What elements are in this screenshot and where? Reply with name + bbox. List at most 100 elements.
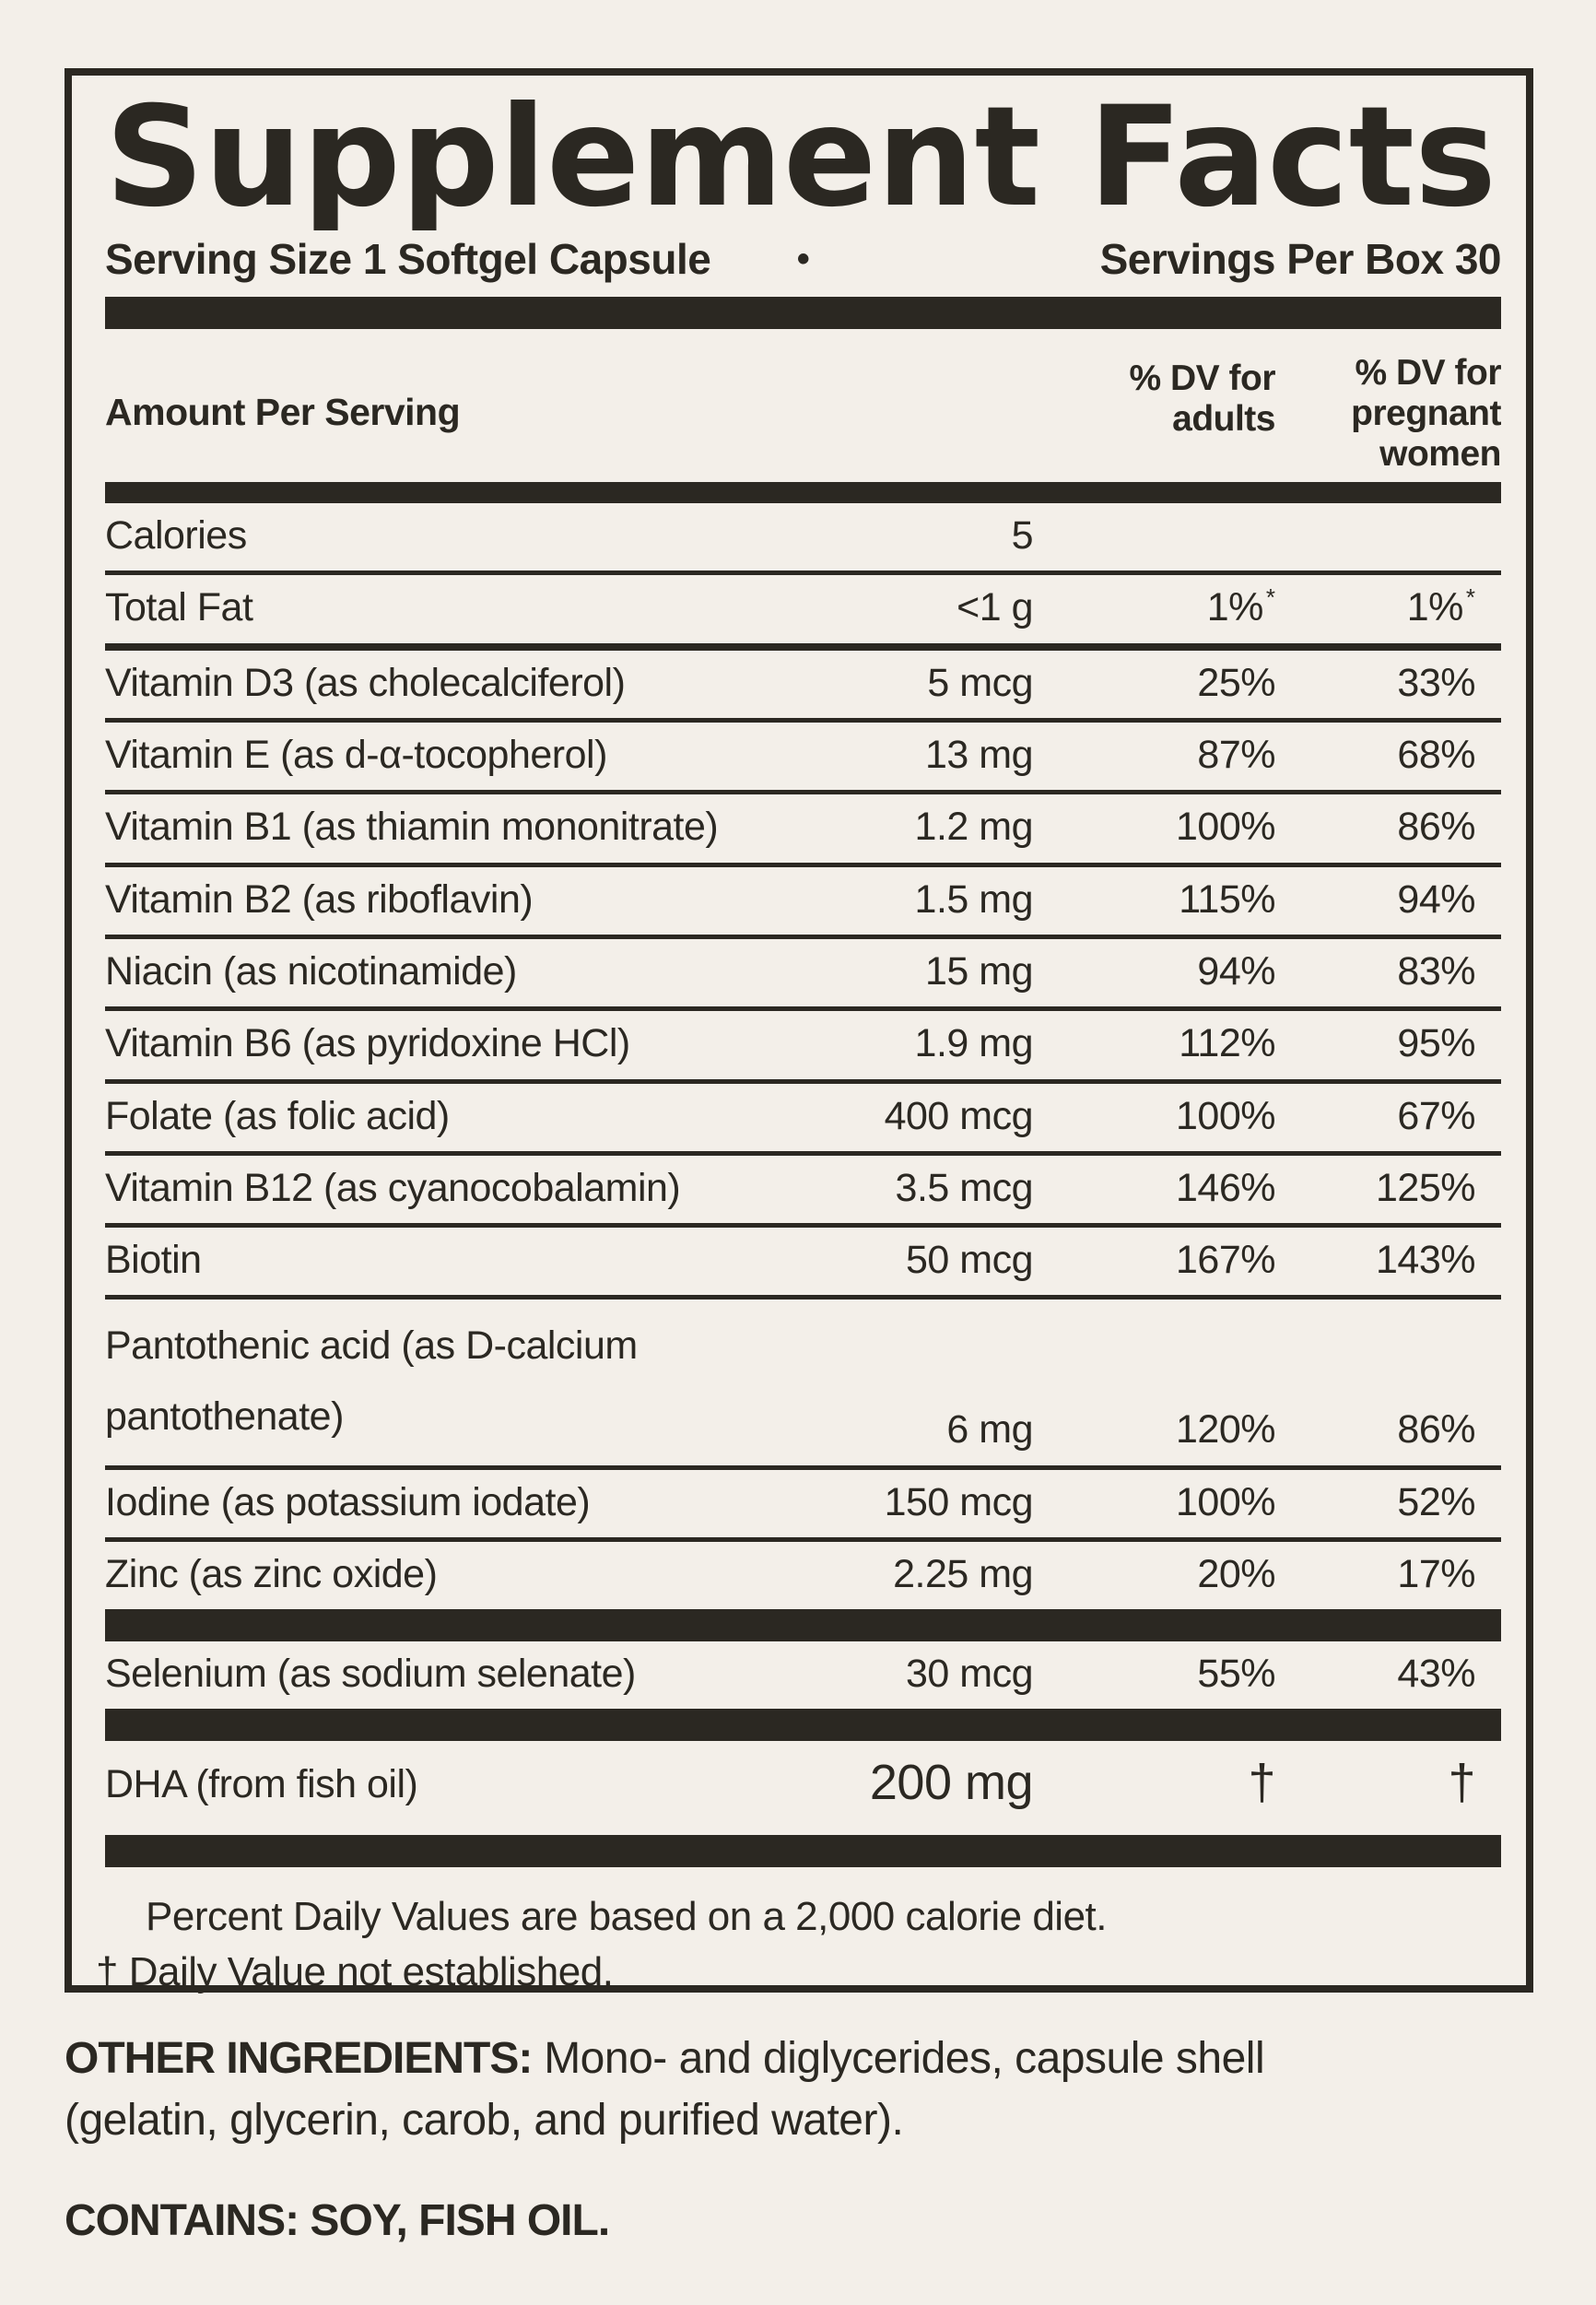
nutrient-amount: 6 mg <box>946 1407 1033 1452</box>
dv-adults-value: 87% <box>1197 733 1275 778</box>
dv-pregnant-value: 1% * <box>1406 583 1475 630</box>
nutrient-amount: 5 <box>1011 513 1034 559</box>
supplement-facts-title: Supplement Facts <box>105 90 1496 230</box>
bullet-separator: • <box>796 238 810 279</box>
thick-divider-bar-top <box>105 297 1501 329</box>
nutrient-amount: 400 mcg <box>884 1093 1034 1138</box>
nutrient-row: Vitamin B2 (as riboflavin) 1.5 mg 115% 94% <box>105 867 1501 935</box>
nutrient-row: Biotin 50 mcg 167% 143% <box>105 1228 1501 1295</box>
dv-adults-value: 146% <box>1176 1165 1275 1210</box>
thick-divider-bar <box>105 1834 1501 1867</box>
nutrient-amount: 2.25 mg <box>893 1551 1033 1596</box>
nutrient-name: Vitamin B1 (as thiamin mononitrate) <box>105 805 719 850</box>
dv-adults-value: 25% <box>1197 660 1275 705</box>
row-separator <box>105 1295 1501 1300</box>
nutrient-name: Vitamin D3 (as cholecalciferol) <box>105 660 626 705</box>
nutrient-name: Vitamin E (as d-α-tocopherol) <box>105 733 607 778</box>
dagger-footnote: † Daily Value not established. <box>96 1948 614 1994</box>
nutrient-row: Vitamin B1 (as thiamin mononitrate) 1.2 m… <box>105 794 1501 862</box>
nutrient-row: Zinc (as zinc oxide) 2.25 mg 20% 17% <box>105 1542 1501 1609</box>
other-ingredients-label: OTHER INGREDIENTS: <box>65 2034 533 2083</box>
nutrient-name: DHA (from fish oil) <box>105 1762 418 1807</box>
row-separator <box>105 642 1501 651</box>
row-separator <box>105 790 1501 795</box>
nutrient-amount: 3.5 mcg <box>895 1165 1034 1210</box>
dv-pregnant-value: 43% <box>1397 1652 1475 1697</box>
dv-pregnant-value: 83% <box>1397 948 1475 994</box>
nutrient-amount: 30 mcg <box>905 1652 1034 1697</box>
dv-adults-value: 1% * <box>1206 583 1275 630</box>
dv-adults-value: 115% <box>1179 876 1275 922</box>
dv-adults-value: 112% <box>1179 1021 1275 1066</box>
dv-pregnant-value: 95% <box>1397 1021 1475 1066</box>
row-separator <box>105 718 1501 723</box>
nutrient-row: Vitamin E (as d-α-tocopherol) 13 mg 87% 68% <box>105 723 1501 790</box>
nutrient-name: Vitamin B6 (as pyridoxine HCl) <box>105 1021 630 1066</box>
percent-dv-footnote: Percent Daily Values are based on a 2,00… <box>146 1893 1108 1939</box>
nutrient-row: Vitamin B12 (as cyanocobalamin) 3.5 mcg 14… <box>105 1156 1501 1223</box>
nutrient-name: Zinc (as zinc oxide) <box>105 1551 438 1596</box>
nutrient-row: Vitamin D3 (as cholecalciferol) 5 mcg 25% 3… <box>105 651 1501 718</box>
dv-adults-value: 167% <box>1176 1238 1275 1283</box>
nutrient-amount: 15 mg <box>924 948 1034 994</box>
row-separator <box>105 1078 1501 1084</box>
asterisk-footnote-marker: * <box>1465 583 1475 612</box>
dv-pregnant-value: † <box>1448 1755 1475 1811</box>
row-separator <box>105 1536 1501 1542</box>
bottom-section: OTHER INGREDIENTS: Mono- and diglyceride… <box>65 2028 1382 2252</box>
row-separator <box>105 570 1501 576</box>
dv-pregnant-value: 68% <box>1397 733 1475 778</box>
servings-per-box-text: Servings Per Box 30 <box>1099 235 1502 283</box>
nutrient-amount: 150 mcg <box>884 1479 1034 1524</box>
dv-adults-value: 20% <box>1197 1551 1275 1596</box>
asterisk-footnote-marker: * <box>1265 583 1275 612</box>
dv-pregnant-value: 86% <box>1397 1407 1475 1452</box>
nutrient-amount: 200 mg <box>869 1755 1034 1811</box>
nutrient-row: Total Fat <1 g 1% * 1% * <box>105 575 1501 642</box>
footnotes-block: Percent Daily Values are based on a 2,00… <box>96 1893 1501 1996</box>
nutrient-amount: <1 g <box>956 585 1033 630</box>
dv-pregnant-value: 67% <box>1397 1093 1475 1138</box>
serving-size-text: Serving Size 1 Softgel Capsule <box>105 235 711 283</box>
facts-rows: Calories 5 Total Fat <1 g 1% * 1% * Vitamin D3 (… <box>105 503 1501 1867</box>
nutrient-amount: 13 mg <box>924 733 1034 778</box>
column-header-row: Amount Per Serving % DV for adults % DV … <box>105 353 1502 482</box>
nutrient-name: Niacin (as nicotinamide) <box>105 948 517 994</box>
nutrient-row: Niacin (as nicotinamide) 15 mg 94% 83% <box>105 939 1501 1006</box>
nutrient-row: Folate (as folic acid) 400 mcg 100% 67% <box>105 1084 1501 1151</box>
nutrient-row: DHA (from fish oil) 200 mg † † <box>105 1741 1501 1834</box>
nutrient-name: Calories <box>105 513 247 559</box>
nutrient-row: Iodine (as potassium iodate) 150 mcg 100% 5… <box>105 1470 1501 1537</box>
row-separator <box>105 1464 1501 1470</box>
other-ingredients-text: Mono- and diglycerides, capsule shell (g… <box>65 2034 1265 2146</box>
nutrient-name: Folate (as folic acid) <box>105 1093 450 1138</box>
dv-adults-value: 94% <box>1197 948 1275 994</box>
nutrient-amount: 5 mcg <box>927 660 1033 705</box>
nutrient-name: Biotin <box>105 1238 202 1283</box>
nutrient-row: Selenium (as sodium selenate) 30 mcg 55% 43… <box>105 1641 1501 1709</box>
nutrient-name: Iodine (as potassium iodate) <box>105 1479 591 1524</box>
dv-pregnant-value: 33% <box>1397 660 1475 705</box>
dv-adults-value: 100% <box>1176 805 1275 850</box>
nutrient-amount: 50 mcg <box>905 1238 1034 1283</box>
contains-label: CONTAINS: <box>65 2196 299 2246</box>
dv-pregnant-value: 125% <box>1376 1165 1475 1210</box>
dv-adults-value: 120% <box>1176 1407 1275 1452</box>
thick-divider-bar <box>105 1609 1501 1642</box>
dv-pregnant-value: 17% <box>1397 1551 1475 1596</box>
nutrient-amount: 1.5 mg <box>914 876 1034 922</box>
other-ingredients-paragraph: OTHER INGREDIENTS: Mono- and diglyceride… <box>65 2028 1382 2151</box>
nutrient-amount: 1.9 mg <box>914 1021 1034 1066</box>
nutrient-row: Pantothenic acid (as D-calcium pantothen… <box>105 1300 1501 1464</box>
nutrient-name: Vitamin B2 (as riboflavin) <box>105 876 534 922</box>
dv-pregnant-value: 143% <box>1376 1238 1475 1283</box>
dv-pregnant-value: 94% <box>1397 876 1475 922</box>
medium-divider-bar <box>105 482 1501 504</box>
contains-text: SOY, FISH OIL. <box>299 2196 610 2246</box>
nutrient-name: Selenium (as sodium selenate) <box>105 1652 636 1697</box>
amount-per-serving-header: Amount Per Serving <box>105 391 461 434</box>
row-separator <box>105 1223 1501 1229</box>
dv-adults-value: † <box>1248 1755 1275 1811</box>
nutrient-name: Vitamin B12 (as cyanocobalamin) <box>105 1165 681 1210</box>
dv-adults-value: 100% <box>1176 1479 1275 1524</box>
